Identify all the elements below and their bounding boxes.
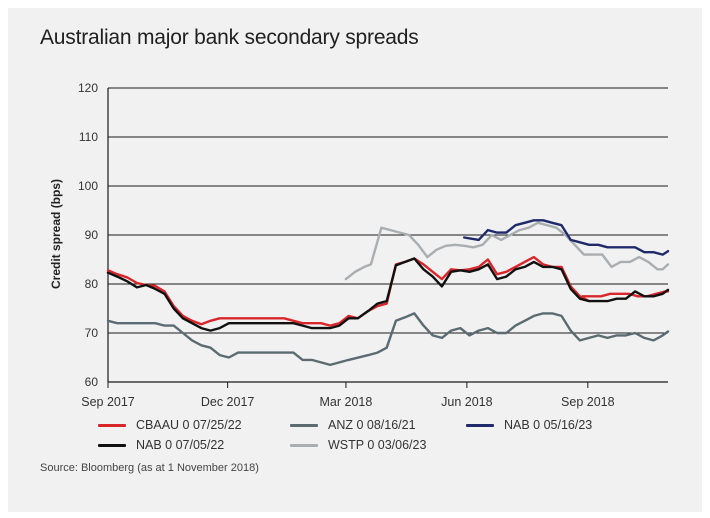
chart-title: Australian major bank secondary spreads bbox=[40, 26, 419, 49]
series-line-nab-0-05-16-23 bbox=[463, 219, 670, 256]
legend-label: NAB 0 07/05/22 bbox=[136, 438, 225, 452]
x-tick-label: Sep 2017 bbox=[81, 395, 135, 409]
legend-label: ANZ 0 08/16/21 bbox=[328, 418, 416, 432]
series-line-anz-0-08-16-21 bbox=[106, 312, 670, 367]
y-tick-label: 60 bbox=[85, 375, 99, 389]
y-tick-label: 120 bbox=[78, 81, 98, 95]
series-lines bbox=[106, 219, 670, 367]
series-line-cbaau-0-07-25-22-late bbox=[581, 290, 670, 298]
x-tick-label: Mar 2018 bbox=[320, 395, 373, 409]
legend-swatch bbox=[98, 423, 126, 427]
legend-swatch bbox=[290, 443, 318, 447]
legend-swatch bbox=[98, 443, 126, 447]
legend-swatch bbox=[466, 423, 494, 427]
legend-item: NAB 0 05/16/23 bbox=[466, 416, 592, 434]
y-tick-label: 80 bbox=[85, 277, 99, 291]
source-note: Source: Bloomberg (as at 1 November 2018… bbox=[40, 462, 259, 474]
y-tick-label: 110 bbox=[79, 130, 98, 144]
legend-item: ANZ 0 08/16/21 bbox=[290, 416, 416, 434]
series-line-nab-0-07-05-22 bbox=[106, 257, 670, 332]
series-line-wstp-0-03-06-23 bbox=[344, 221, 670, 281]
x-tick-label: Dec 2017 bbox=[201, 395, 255, 409]
chart-panel bbox=[8, 8, 702, 512]
legend-label: CBAAU 0 07/25/22 bbox=[136, 418, 242, 432]
legend-label: WSTP 0 03/06/23 bbox=[328, 438, 427, 452]
y-tick-label: 70 bbox=[85, 326, 99, 340]
legend-swatch bbox=[290, 423, 318, 427]
legend-label: NAB 0 05/16/23 bbox=[504, 418, 593, 432]
y-axis-label: Credit spread (bps) bbox=[49, 179, 63, 289]
axes bbox=[107, 88, 668, 388]
legend-item: WSTP 0 03/06/23 bbox=[290, 436, 426, 454]
y-tick-label: 100 bbox=[78, 179, 98, 193]
gridlines bbox=[108, 87, 668, 334]
y-tick-labels: 60 70 80 90 100 110 120 bbox=[78, 81, 98, 389]
x-tick-label: Sep 2018 bbox=[561, 395, 615, 409]
chart-legend: CBAAU 0 07/25/22 ANZ 0 08/16/21 NAB 0 05/1… bbox=[98, 416, 698, 460]
legend-item: CBAAU 0 07/25/22 bbox=[98, 416, 242, 434]
x-tick-labels: Sep 2017 Dec 2017 Mar 2018 Jun 2018 Sep 2018 bbox=[81, 395, 614, 409]
legend-item: NAB 0 07/05/22 bbox=[98, 436, 224, 454]
y-tick-label: 90 bbox=[85, 228, 99, 242]
x-tick-label: Jun 2018 bbox=[441, 395, 492, 409]
